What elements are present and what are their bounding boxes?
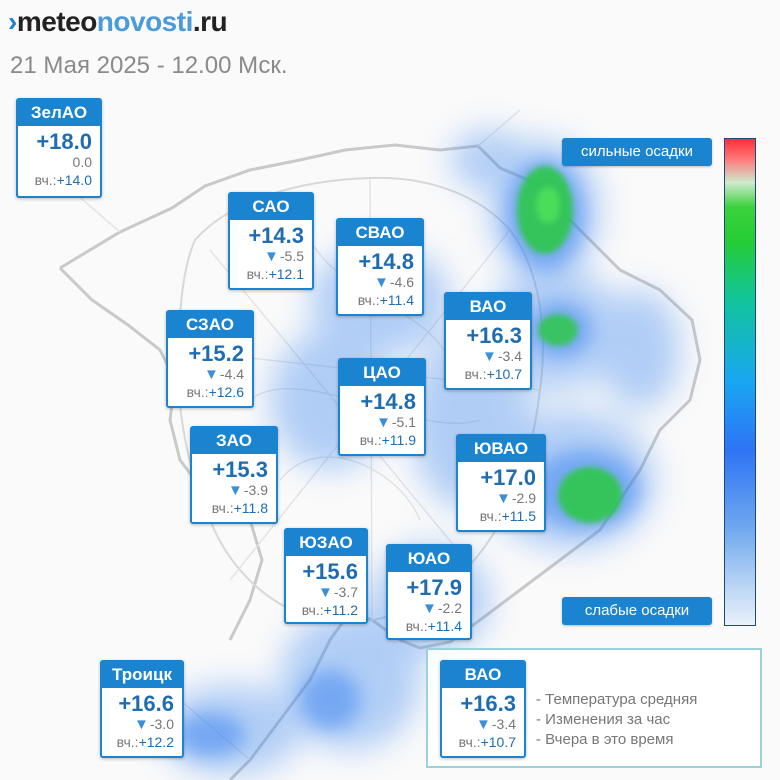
district-card-troitsk[interactable]: Троицк +16.6 ▼-3.0 вч.:+12.2	[100, 660, 184, 758]
district-change: 0.0	[72, 154, 92, 170]
district-card-zelao[interactable]: ЗелАО +18.0 0.0 вч.:+14.0	[16, 98, 102, 198]
district-card-zao[interactable]: ЗАО +15.3 ▼-3.9 вч.:+11.8	[190, 426, 278, 524]
district-name: САО	[230, 194, 312, 220]
district-temp: +14.8	[360, 389, 416, 414]
district-card-svao[interactable]: СВАО +14.8 ▼-4.6 вч.:+11.4	[336, 218, 424, 316]
legend-rows: - Температура средняя - Изменения за час…	[536, 690, 697, 750]
district-change: ▼-3.4	[482, 348, 522, 365]
district-yesterday: вч.:+11.8	[211, 500, 268, 516]
down-arrow-icon: ▼	[264, 248, 279, 265]
district-temp: +17.0	[480, 465, 536, 490]
district-yesterday: вч.:+12.6	[186, 384, 244, 400]
scale-label-heavy: сильные осадки	[562, 138, 712, 166]
down-arrow-icon: ▼	[204, 366, 219, 383]
district-name: Троицк	[102, 662, 182, 688]
district-temp: +17.9	[406, 575, 462, 600]
district-temp: +15.3	[212, 457, 268, 482]
district-card-vao[interactable]: ВАО +16.3 ▼-3.4 вч.:+10.7	[444, 292, 532, 390]
district-change: ▼-2.9	[496, 490, 536, 507]
district-temp: +15.2	[188, 341, 244, 366]
district-yesterday: вч.:+14.0	[34, 172, 92, 188]
logo-mark: ›	[8, 6, 17, 37]
down-arrow-icon: ▼	[376, 414, 391, 431]
logo-part-ru: .ru	[192, 6, 228, 37]
district-change: ▼-3.4	[476, 716, 516, 733]
logo-part-meteo: meteo	[16, 6, 97, 37]
district-change: ▼-3.9	[228, 482, 268, 499]
district-yesterday: вч.:+11.5	[479, 508, 536, 524]
district-card-yuzao[interactable]: ЮЗАО +15.6 ▼-3.7 вч.:+11.2	[284, 528, 368, 624]
district-temp: +14.8	[358, 249, 414, 274]
legend-sample-card: ВАО +16.3 ▼-3.4 вч.:+10.7	[440, 660, 526, 758]
down-arrow-icon: ▼	[318, 584, 333, 601]
scale-label-light: слабые осадки	[562, 597, 712, 625]
district-name: ЮАО	[388, 546, 470, 572]
district-card-sao[interactable]: САО +14.3 ▼-5.5 вч.:+12.1	[228, 192, 314, 290]
district-name: ЮВАО	[458, 436, 544, 462]
district-name: СВАО	[338, 220, 422, 246]
down-arrow-icon: ▼	[374, 274, 389, 291]
district-change: ▼-4.4	[204, 366, 244, 383]
district-name: ВАО	[446, 294, 530, 320]
district-card-szao[interactable]: СЗАО +15.2 ▼-4.4 вч.:+12.6	[166, 310, 254, 408]
district-yesterday: вч.:+10.7	[464, 366, 522, 382]
district-temp: +16.3	[460, 691, 516, 716]
district-yesterday: вч.:+11.4	[357, 292, 414, 308]
district-name: СЗАО	[168, 312, 252, 338]
district-temp: +16.6	[118, 691, 174, 716]
district-yesterday: вч.:+11.4	[405, 618, 462, 634]
district-change: ▼-5.5	[264, 248, 304, 265]
district-change: ▼-4.6	[374, 274, 414, 291]
district-temp: +14.3	[248, 223, 304, 248]
logo-part-novosti: novosti	[96, 6, 194, 37]
mkad-ring	[176, 176, 544, 624]
legend-row-yesterday: - Вчера в это время	[536, 731, 674, 748]
district-yesterday: вч.:+10.7	[458, 734, 516, 750]
district-name: ЦАО	[340, 360, 424, 386]
district-card-cao[interactable]: ЦАО +14.8 ▼-5.1 вч.:+11.9	[338, 358, 426, 456]
down-arrow-icon: ▼	[482, 348, 497, 365]
district-change: ▼-2.2	[422, 600, 462, 617]
district-change: ▼-5.1	[376, 414, 416, 431]
district-change: ▼-3.0	[134, 716, 174, 733]
district-name: ВАО	[442, 662, 524, 688]
precip-heavy-green	[517, 166, 622, 523]
district-temp: +15.6	[302, 559, 358, 584]
district-yesterday: вч.:+12.1	[246, 266, 304, 282]
down-arrow-icon: ▼	[134, 716, 149, 733]
legend-row-hourly-change: - Изменения за час	[536, 711, 671, 728]
site-logo[interactable]: ›meteonovosti.ru	[8, 6, 228, 38]
district-name: ЗАО	[192, 428, 276, 454]
down-arrow-icon: ▼	[496, 490, 511, 507]
district-yesterday: вч.:+12.2	[116, 734, 174, 750]
district-temp: +18.0	[36, 129, 92, 154]
down-arrow-icon: ▼	[228, 482, 243, 499]
district-temp: +16.3	[466, 323, 522, 348]
district-yesterday: вч.:+11.9	[359, 432, 416, 448]
map-timestamp: 21 Мая 2025 - 12.00 Мск.	[10, 52, 288, 79]
district-name: ЗелАО	[18, 100, 100, 126]
district-yesterday: вч.:+11.2	[301, 602, 358, 618]
down-arrow-icon: ▼	[476, 716, 491, 733]
district-card-yuao[interactable]: ЮАО +17.9 ▼-2.2 вч.:+11.4	[386, 544, 472, 640]
district-card-yuvao[interactable]: ЮВАО +17.0 ▼-2.9 вч.:+11.5	[456, 434, 546, 532]
precipitation-scale-bar	[724, 138, 756, 626]
legend-row-avg-temp: - Температура средняя	[536, 691, 698, 708]
down-arrow-icon: ▼	[422, 600, 437, 617]
district-name: ЮЗАО	[286, 530, 366, 556]
legend-box: ВАО +16.3 ▼-3.4 вч.:+10.7 - Температура …	[426, 648, 762, 768]
district-change: ▼-3.7	[318, 584, 358, 601]
